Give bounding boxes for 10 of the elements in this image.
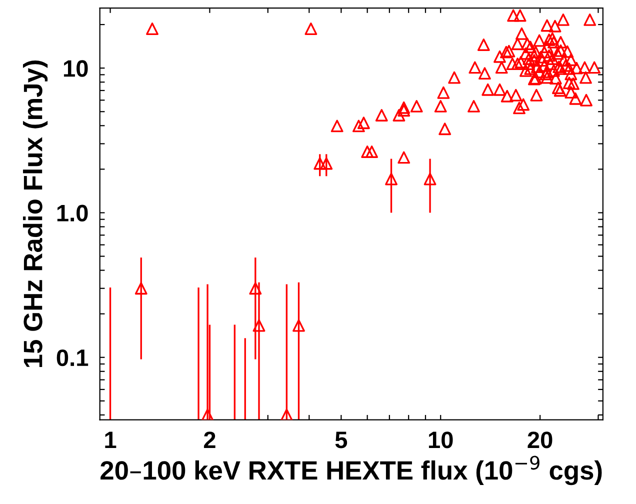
y-tick-label: 10	[64, 60, 88, 77]
x-tick-label: 10	[428, 432, 453, 448]
x-axis-title: 20–100 keV RXTE HEXTE flux (10$^{−9}$ cgs)	[100, 456, 602, 486]
y-tick-label: 1.0	[57, 204, 88, 222]
x-tick-label: 2	[204, 432, 216, 448]
y-axis-title: 15 GHz Radio Flux (mJy)	[22, 60, 48, 367]
x-tick-label: 20	[528, 432, 552, 448]
x-tick-label: 5	[335, 432, 348, 448]
x-tick-label: 1	[105, 432, 116, 448]
y-tick-label: 0.1	[56, 349, 88, 366]
